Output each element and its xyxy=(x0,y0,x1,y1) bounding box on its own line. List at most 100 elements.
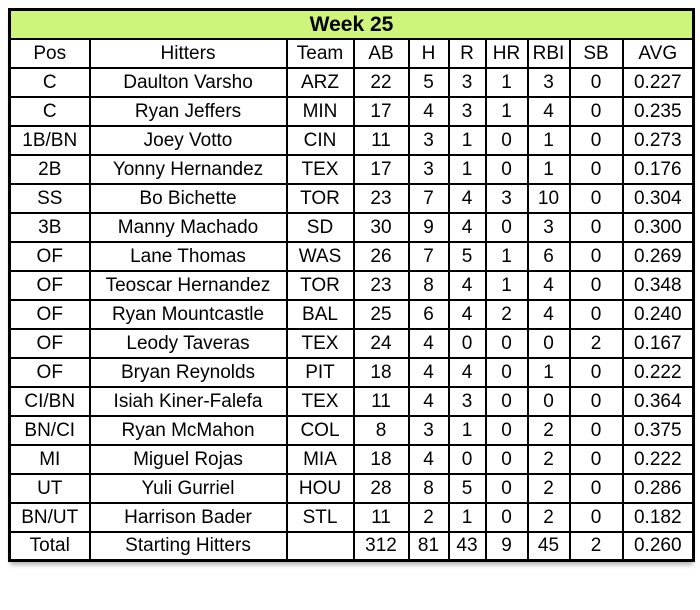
cell-player: Miguel Rojas xyxy=(88,443,288,475)
cell-player: Lane Thomas xyxy=(88,240,288,272)
cell-avg: 0.222 xyxy=(621,443,695,475)
column-header-r: R xyxy=(447,37,487,69)
cell-player: Yuli Gurriel xyxy=(88,472,288,504)
cell-player: Ryan Mountcastle xyxy=(88,298,288,330)
cell-rbi: 6 xyxy=(526,240,571,272)
cell-h: 4 xyxy=(407,95,450,127)
player-row: OF Bryan Reynolds PIT 18 4 4 0 1 0 0.222 xyxy=(8,356,695,388)
cell-pos: 3B xyxy=(8,211,91,243)
player-row: C Ryan Jeffers MIN 17 4 3 1 4 0 0.235 xyxy=(8,95,695,127)
cell-sb: 0 xyxy=(568,501,624,533)
player-row: 1B/BN Joey Votto CIN 11 3 1 0 1 0 0.273 xyxy=(8,124,695,156)
cell-hr: 0 xyxy=(484,153,529,185)
cell-ab: 22 xyxy=(352,66,410,98)
cell-ab: 25 xyxy=(352,298,410,330)
cell-pos: SS xyxy=(8,182,91,214)
cell-avg: 0.222 xyxy=(621,356,695,388)
cell-player: Ryan McMahon xyxy=(88,414,288,446)
cell-hr: 0 xyxy=(484,443,529,475)
cell-sb: 0 xyxy=(568,182,624,214)
cell-sb: 0 xyxy=(568,356,624,388)
cell-pos: OF xyxy=(8,298,91,330)
cell-ab: 18 xyxy=(352,443,410,475)
cell-h: 8 xyxy=(407,269,450,301)
cell-hr: 1 xyxy=(484,95,529,127)
cell-team: TOR xyxy=(285,269,355,301)
cell-rbi: 2 xyxy=(526,501,571,533)
cell-ab: 312 xyxy=(352,530,410,562)
weekly-hitters-table: Week 25 Pos Hitters Team AB H R HR RBI SB AVG C Da… xyxy=(8,8,696,562)
cell-ab: 11 xyxy=(352,385,410,417)
cell-h: 7 xyxy=(407,182,450,214)
player-row: BN/UT Harrison Bader STL 11 2 1 0 2 0 0.182 xyxy=(8,501,695,533)
cell-avg: 0.260 xyxy=(621,530,695,562)
cell-rbi: 4 xyxy=(526,298,571,330)
cell-avg: 0.348 xyxy=(621,269,695,301)
cell-h: 6 xyxy=(407,298,450,330)
cell-h: 3 xyxy=(407,414,450,446)
cell-pos: BN/CI xyxy=(8,414,91,446)
table-title: Week 25 xyxy=(8,8,695,40)
cell-r: 43 xyxy=(447,530,487,562)
cell-team: STL xyxy=(285,501,355,533)
column-header-avg: AVG xyxy=(621,37,695,69)
cell-team: COL xyxy=(285,414,355,446)
cell-team: SD xyxy=(285,211,355,243)
cell-team: CIN xyxy=(285,124,355,156)
cell-sb: 0 xyxy=(568,95,624,127)
cell-pos: OF xyxy=(8,240,91,272)
cell-sb: 0 xyxy=(568,211,624,243)
cell-r: 3 xyxy=(447,95,487,127)
cell-h: 4 xyxy=(407,443,450,475)
cell-team: PIT xyxy=(285,356,355,388)
header-row: Pos Hitters Team AB H R HR RBI SB AVG xyxy=(8,37,695,69)
cell-pos: C xyxy=(8,95,91,127)
cell-r: 5 xyxy=(447,240,487,272)
cell-avg: 0.300 xyxy=(621,211,695,243)
cell-ab: 28 xyxy=(352,472,410,504)
cell-rbi: 1 xyxy=(526,124,571,156)
cell-player: Teoscar Hernandez xyxy=(88,269,288,301)
cell-avg: 0.176 xyxy=(621,153,695,185)
player-row: UT Yuli Gurriel HOU 28 8 5 0 2 0 0.286 xyxy=(8,472,695,504)
cell-team xyxy=(285,530,355,562)
cell-player: Leody Taveras xyxy=(88,327,288,359)
cell-h: 4 xyxy=(407,356,450,388)
player-row: MI Miguel Rojas MIA 18 4 0 0 2 0 0.222 xyxy=(8,443,695,475)
cell-rbi: 2 xyxy=(526,414,571,446)
cell-r: 0 xyxy=(447,327,487,359)
cell-pos: BN/UT xyxy=(8,501,91,533)
cell-avg: 0.235 xyxy=(621,95,695,127)
cell-team: BAL xyxy=(285,298,355,330)
cell-hr: 1 xyxy=(484,240,529,272)
cell-sb: 0 xyxy=(568,153,624,185)
cell-avg: 0.304 xyxy=(621,182,695,214)
cell-hr: 0 xyxy=(484,124,529,156)
cell-ab: 24 xyxy=(352,327,410,359)
cell-h: 2 xyxy=(407,501,450,533)
cell-player: Isiah Kiner-Falefa xyxy=(88,385,288,417)
cell-team: TEX xyxy=(285,327,355,359)
cell-rbi: 1 xyxy=(526,356,571,388)
cell-player: Bryan Reynolds xyxy=(88,356,288,388)
cell-r: 1 xyxy=(447,153,487,185)
cell-h: 4 xyxy=(407,385,450,417)
title-row: Week 25 xyxy=(8,8,695,40)
cell-r: 4 xyxy=(447,269,487,301)
cell-pos: C xyxy=(8,66,91,98)
cell-r: 5 xyxy=(447,472,487,504)
player-row: 3B Manny Machado SD 30 9 4 0 3 0 0.300 xyxy=(8,211,695,243)
table-body: C Daulton Varsho ARZ 22 5 3 1 3 0 0.227 C Ryan Jeff… xyxy=(8,66,695,562)
cell-player: Yonny Hernandez xyxy=(88,153,288,185)
cell-avg: 0.364 xyxy=(621,385,695,417)
cell-team: TEX xyxy=(285,385,355,417)
cell-rbi: 0 xyxy=(526,327,571,359)
cell-team: TEX xyxy=(285,153,355,185)
cell-hr: 0 xyxy=(484,472,529,504)
cell-rbi: 4 xyxy=(526,95,571,127)
cell-pos: Total xyxy=(8,530,91,562)
cell-ab: 23 xyxy=(352,182,410,214)
cell-hr: 0 xyxy=(484,414,529,446)
cell-team: HOU xyxy=(285,472,355,504)
